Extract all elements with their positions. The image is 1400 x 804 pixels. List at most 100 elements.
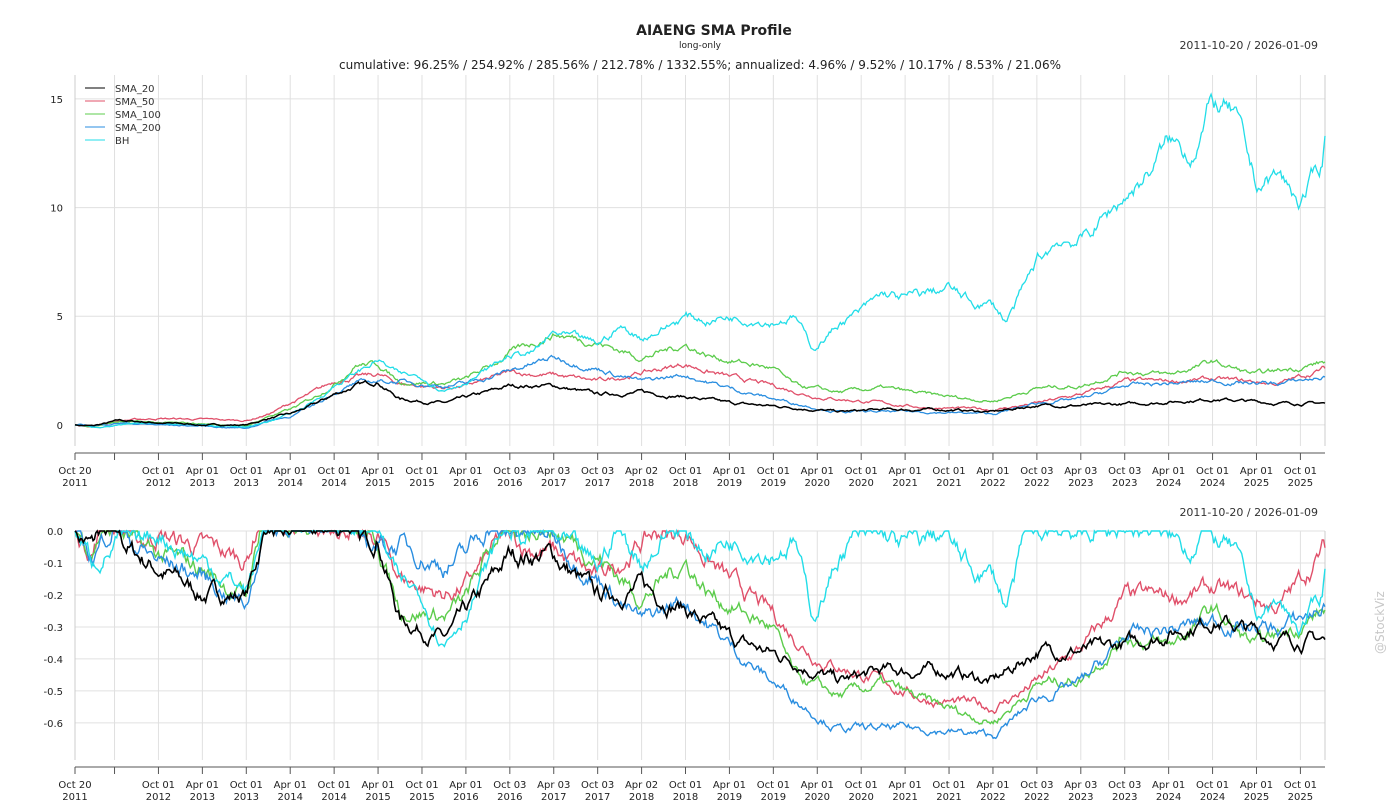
x-tick-label: 2020 <box>805 792 830 800</box>
x-tick-label: Oct 01 <box>845 466 878 477</box>
x-tick-label: 2020 <box>805 478 830 489</box>
x-tick-label: Oct 01 <box>142 780 175 791</box>
x-tick-label: Oct 03 <box>1108 780 1141 791</box>
legend-label: SMA_20 <box>115 84 155 95</box>
x-tick-label: Oct 01 <box>845 780 878 791</box>
x-tick-label: 2017 <box>541 792 566 800</box>
x-tick-label: Apr 01 <box>889 780 922 791</box>
x-tick-label: Oct 01 <box>318 466 351 477</box>
y-tick-label: 5 <box>57 312 63 323</box>
legend-label: SMA_50 <box>115 97 155 108</box>
x-tick-label: Oct 20 <box>58 780 91 791</box>
x-tick-label: Apr 01 <box>361 780 394 791</box>
y-tick-label: -0.2 <box>43 591 63 602</box>
legend-label: SMA_200 <box>115 123 161 134</box>
x-tick-label: Apr 01 <box>976 780 1009 791</box>
x-tick-label: 2024 <box>1200 478 1225 489</box>
x-tick-label: 2024 <box>1156 478 1181 489</box>
x-tick-label: 2016 <box>497 478 522 489</box>
x-tick-label: 2012 <box>146 792 171 800</box>
legend-label: SMA_100 <box>115 110 161 121</box>
x-tick-label: 2021 <box>936 792 961 800</box>
x-tick-label: 2021 <box>936 478 961 489</box>
x-tick-label: 2023 <box>1068 478 1093 489</box>
x-tick-label: Oct 03 <box>1108 466 1141 477</box>
drawdown-line-sma_200 <box>74 529 1326 740</box>
x-tick-label: 2014 <box>277 478 302 489</box>
x-tick-label: 2017 <box>585 478 610 489</box>
x-tick-label: Apr 03 <box>1064 466 1097 477</box>
series-line-sma_20 <box>74 379 1326 427</box>
x-tick-label: 2011 <box>62 792 87 800</box>
series-line-sma_100 <box>74 333 1326 428</box>
x-tick-label: 2018 <box>629 478 654 489</box>
x-tick-label: Apr 03 <box>1064 780 1097 791</box>
stats-line: cumulative: 96.25% / 254.92% / 285.56% /… <box>339 58 1061 72</box>
x-tick-label: Oct 01 <box>757 466 790 477</box>
x-tick-label: Apr 01 <box>1152 780 1185 791</box>
x-tick-label: Apr 01 <box>801 466 834 477</box>
x-tick-label: 2013 <box>234 792 259 800</box>
x-tick-label: Oct 01 <box>230 466 263 477</box>
x-tick-label: Apr 03 <box>537 780 570 791</box>
x-tick-label: Apr 01 <box>361 466 394 477</box>
x-tick-label: 2019 <box>717 478 742 489</box>
chart-title: AIAENG SMA Profile <box>636 23 792 39</box>
x-tick-label: 2020 <box>848 792 873 800</box>
legend: SMA_20 SMA_50 SMA_100 SMA_200 BH <box>85 84 161 147</box>
x-tick-label: 2022 <box>1024 478 1049 489</box>
y-tick-label: -0.5 <box>43 687 63 698</box>
x-tick-label: Oct 03 <box>581 780 614 791</box>
x-tick-label: 2022 <box>980 478 1005 489</box>
y-tick-label: 15 <box>50 95 63 106</box>
x-tick-label: 2014 <box>321 792 346 800</box>
date-range-bottom: 2011-10-20 / 2026-01-09 <box>1179 506 1318 519</box>
x-tick-label: Apr 01 <box>449 780 482 791</box>
x-tick-label: Apr 01 <box>713 466 746 477</box>
x-tick-label: 2015 <box>409 478 434 489</box>
x-tick-label: 2025 <box>1244 792 1269 800</box>
x-tick-label: 2018 <box>673 792 698 800</box>
series-line-sma_200 <box>74 354 1326 430</box>
y-tick-label: 0 <box>57 421 63 432</box>
x-tick-label: Apr 01 <box>1240 466 1273 477</box>
x-tick-label: Oct 01 <box>932 466 965 477</box>
x-tick-label: 2019 <box>761 478 786 489</box>
x-tick-label: Apr 01 <box>713 780 746 791</box>
x-tick-label: Oct 01 <box>318 780 351 791</box>
x-tick-label: 2019 <box>717 792 742 800</box>
x-tick-label: 2023 <box>1068 792 1093 800</box>
y-tick-label: -0.3 <box>43 623 63 634</box>
x-tick-label: Oct 01 <box>669 466 702 477</box>
x-tick-label: Oct 01 <box>405 780 438 791</box>
x-tick-label: Apr 01 <box>1152 466 1185 477</box>
x-tick-label: 2025 <box>1288 792 1313 800</box>
x-tick-label: Oct 01 <box>230 780 263 791</box>
x-tick-label: 2023 <box>1112 792 1137 800</box>
drawdown-line-bh <box>74 528 1326 648</box>
x-tick-label: 2018 <box>673 478 698 489</box>
x-tick-label: Apr 01 <box>889 466 922 477</box>
x-tick-label: 2015 <box>365 792 390 800</box>
x-tick-label: Apr 01 <box>976 466 1009 477</box>
x-tick-label: 2013 <box>190 478 215 489</box>
x-tick-label: Apr 01 <box>274 466 307 477</box>
series-line-sma_50 <box>74 363 1326 428</box>
x-tick-label: Oct 01 <box>142 466 175 477</box>
x-tick-label: 2025 <box>1244 478 1269 489</box>
x-tick-label: Oct 01 <box>932 780 965 791</box>
x-tick-label: Apr 02 <box>625 466 658 477</box>
x-tick-label: Oct 01 <box>405 466 438 477</box>
x-tick-label: Oct 20 <box>58 466 91 477</box>
x-tick-label: 2022 <box>980 792 1005 800</box>
x-tick-label: Oct 03 <box>1020 780 1053 791</box>
x-tick-label: 2013 <box>190 792 215 800</box>
x-tick-label: 2023 <box>1112 478 1137 489</box>
legend-label: BH <box>115 136 129 147</box>
x-tick-label: Apr 01 <box>801 780 834 791</box>
x-tick-label: Apr 01 <box>274 780 307 791</box>
x-tick-label: Apr 01 <box>186 780 219 791</box>
x-tick-label: 2016 <box>453 792 478 800</box>
x-tick-label: 2022 <box>1024 792 1049 800</box>
